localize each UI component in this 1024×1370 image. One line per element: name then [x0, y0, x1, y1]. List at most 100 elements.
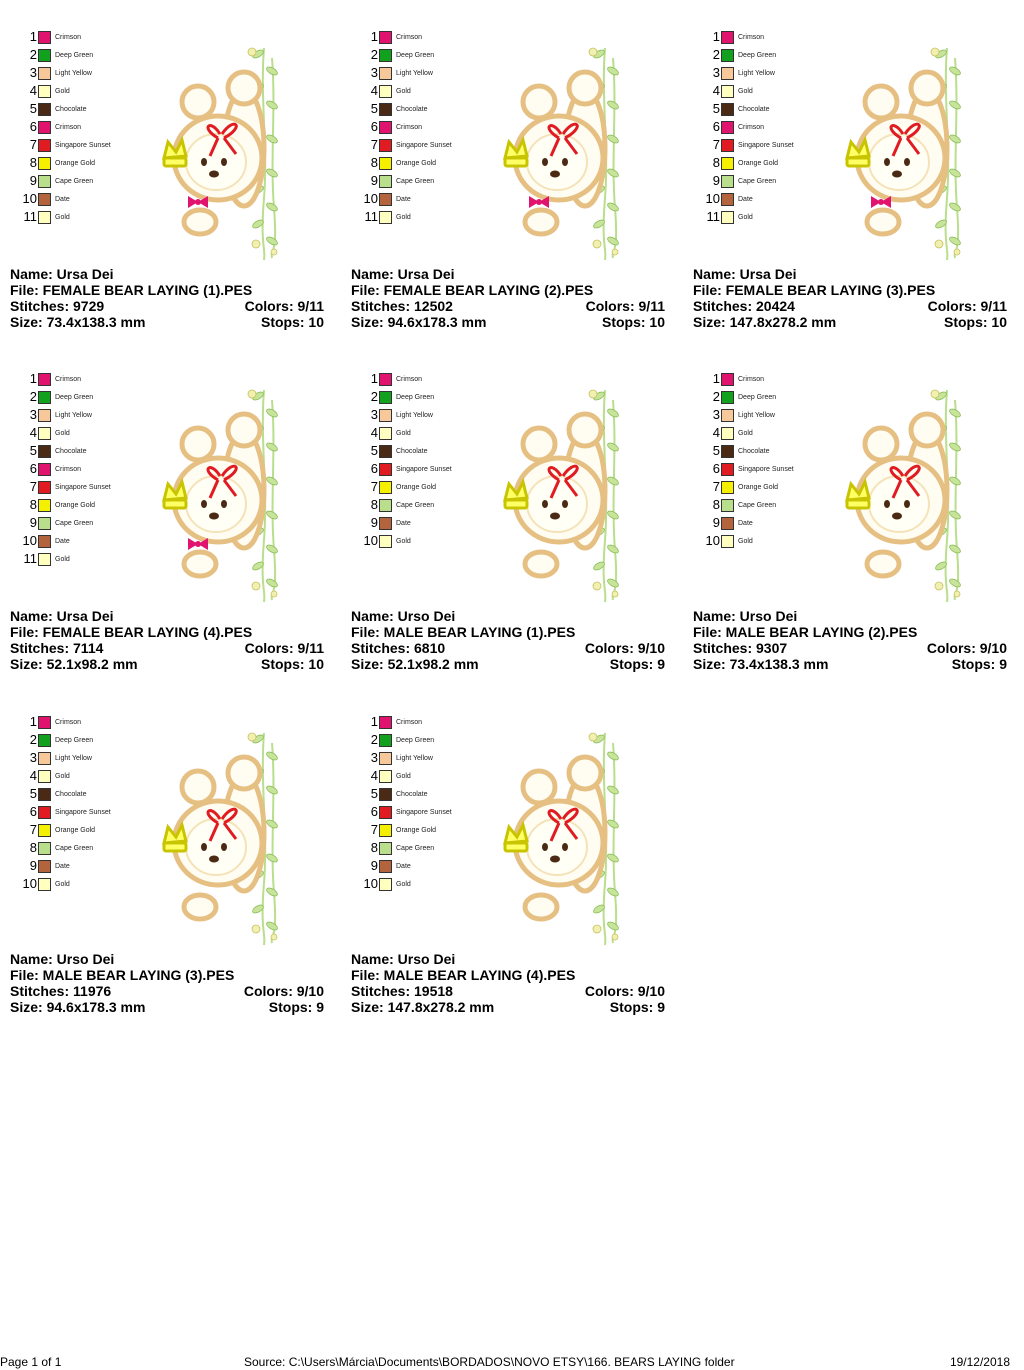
thread-swatch — [379, 877, 392, 891]
design-colors: Colors: 9/11 — [927, 298, 1007, 314]
thread-number: 5 — [712, 101, 720, 116]
thread-color-name: Crimson — [55, 33, 82, 41]
info-row: Stitches: 11976 Colors: 9/10 — [10, 983, 324, 999]
thread-color-name: Gold — [55, 880, 70, 888]
design-card: 1 Crimson 2 Deep Green 3 Light Yellow 4 Gold 5 Ch… — [10, 703, 330, 1015]
thread-color-row: 9 Cape Green — [14, 514, 154, 532]
thread-swatch — [379, 30, 392, 44]
flower-buds — [930, 47, 961, 256]
thread-color-row: 5 Chocolate — [355, 100, 495, 118]
info-row: Size: 147.8x278.2 mm Stops: 9 — [351, 999, 665, 1015]
thread-number: 7 — [29, 479, 37, 494]
thread-swatch — [379, 859, 392, 873]
thread-color-row: 8 Orange Gold — [355, 154, 495, 172]
thread-color-row: 6 Crimson — [697, 118, 837, 136]
design-file: File: MALE BEAR LAYING (3).PES — [10, 967, 235, 983]
ribbon-bow — [206, 122, 238, 157]
thread-color-row: 6 Crimson — [14, 460, 154, 478]
design-preview — [160, 723, 280, 948]
thread-number: 7 — [370, 479, 378, 494]
thread-number: 4 — [712, 83, 720, 98]
thread-number: 10 — [705, 533, 720, 548]
thread-number: 7 — [29, 822, 37, 837]
face-features — [542, 500, 568, 520]
design-stops: Stops: 9 — [609, 999, 665, 1015]
thread-swatch — [721, 498, 734, 512]
info-row: Name: Ursa Dei — [10, 608, 324, 624]
thread-color-row: 4 Gold — [14, 767, 154, 785]
thread-swatch — [379, 769, 392, 783]
thread-color-name: Gold — [396, 880, 411, 888]
thread-color-name: Cape Green — [396, 501, 435, 509]
pink-bow — [188, 538, 208, 550]
design-stitches: Stitches: 20424 — [693, 298, 795, 314]
thread-number: 9 — [370, 858, 378, 873]
thread-color-row: 9 Date — [14, 857, 154, 875]
thread-color-row: 1 Crimson — [355, 370, 495, 388]
design-preview — [843, 380, 963, 605]
thread-color-name: Chocolate — [396, 447, 428, 455]
thread-number: 11 — [706, 209, 721, 224]
design-file: File: MALE BEAR LAYING (1).PES — [351, 624, 576, 640]
thread-swatch — [38, 372, 51, 386]
thread-swatch — [38, 823, 51, 837]
thread-color-row: 9 Cape Green — [355, 172, 495, 190]
thread-number: 4 — [712, 425, 720, 440]
thread-color-row: 4 Gold — [697, 82, 837, 100]
design-stops: Stops: 9 — [951, 656, 1007, 672]
thread-color-name: Crimson — [738, 33, 765, 41]
thread-swatch — [38, 733, 51, 747]
thread-swatch — [721, 210, 734, 224]
face-features — [542, 843, 568, 863]
thread-color-row: 7 Singapore Sunset — [14, 478, 154, 496]
thread-color-name: Light Yellow — [738, 69, 775, 77]
thread-number: 1 — [712, 371, 720, 386]
thread-color-name: Chocolate — [396, 790, 428, 798]
thread-color-row: 11 Gold — [355, 208, 495, 226]
thread-color-list: 1 Crimson 2 Deep Green 3 Light Yellow 4 Gold 5 Ch… — [355, 28, 495, 226]
thread-swatch — [379, 174, 392, 188]
design-file: File: MALE BEAR LAYING (2).PES — [693, 624, 918, 640]
design-stops: Stops: 10 — [943, 314, 1007, 330]
thread-color-row: 4 Gold — [355, 767, 495, 785]
thread-color-row: 5 Chocolate — [14, 442, 154, 460]
info-row: Stitches: 7114 Colors: 9/11 — [10, 640, 324, 656]
thread-swatch — [379, 841, 392, 855]
page-number: Page 1 of 1 — [0, 1355, 62, 1369]
thread-swatch — [379, 462, 392, 476]
thread-number: 10 — [22, 876, 37, 891]
thread-number: 8 — [712, 155, 720, 170]
thread-swatch — [38, 516, 51, 530]
flower-buds — [247, 389, 278, 598]
thread-number: 4 — [370, 768, 378, 783]
thread-number: 1 — [370, 371, 378, 386]
thread-swatch — [379, 787, 392, 801]
thread-swatch — [721, 408, 734, 422]
thread-number: 5 — [370, 443, 378, 458]
design-stitches: Stitches: 12502 — [351, 298, 453, 314]
thread-color-list: 1 Crimson 2 Deep Green 3 Light Yellow 4 Gold 5 Ch… — [14, 370, 154, 568]
thread-color-name: Singapore Sunset — [55, 808, 111, 816]
info-row: Size: 147.8x278.2 mm Stops: 10 — [693, 314, 1007, 330]
thread-color-name: Deep Green — [396, 51, 435, 59]
thread-number: 4 — [29, 425, 37, 440]
thread-number: 9 — [29, 173, 37, 188]
thread-number: 10 — [363, 876, 378, 891]
design-card: 1 Crimson 2 Deep Green 3 Light Yellow 4 Gold 5 Ch… — [351, 703, 671, 1015]
crown — [503, 477, 529, 510]
thread-swatch — [38, 174, 51, 188]
thread-number: 3 — [370, 407, 378, 422]
design-preview — [160, 380, 280, 605]
info-row: Stitches: 9307 Colors: 9/10 — [693, 640, 1007, 656]
thread-color-name: Crimson — [396, 375, 423, 383]
thread-swatch — [721, 192, 734, 206]
thread-swatch — [38, 210, 51, 224]
thread-color-name: Date — [396, 519, 411, 527]
thread-color-name: Orange Gold — [55, 159, 96, 167]
design-size: Size: 73.4x138.3 mm — [10, 314, 146, 330]
thread-swatch — [38, 156, 51, 170]
thread-color-row: 10 Gold — [14, 875, 154, 893]
info-row: Stitches: 12502 Colors: 9/11 — [351, 298, 665, 314]
thread-swatch — [38, 426, 51, 440]
design-file: File: FEMALE BEAR LAYING (2).PES — [351, 282, 594, 298]
